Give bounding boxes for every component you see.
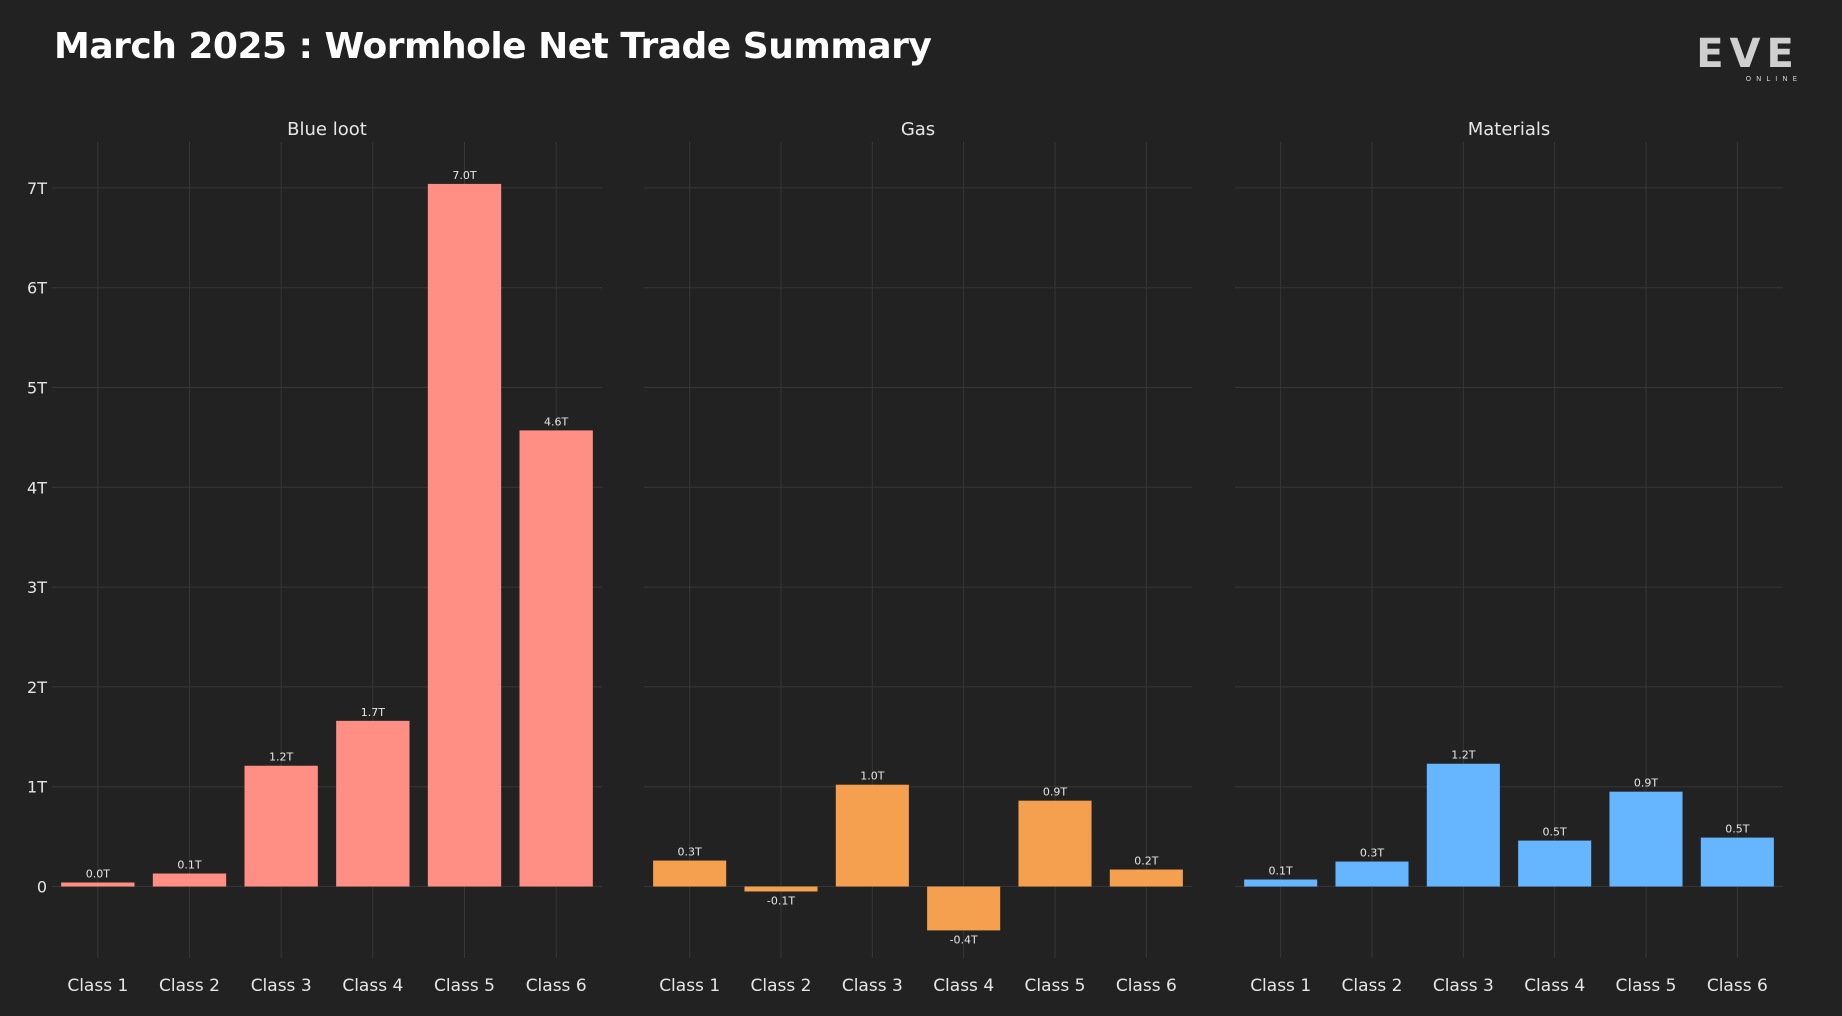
data-label: 1.7T (361, 706, 385, 719)
y-tick-label: 6T (27, 279, 47, 298)
data-label: 0.2T (1134, 855, 1158, 868)
y-tick-label: 4T (27, 478, 47, 497)
data-label: 0.5T (1543, 826, 1567, 839)
bar (1700, 837, 1774, 887)
y-tick-label: 5T (27, 379, 47, 398)
x-tick-label: Class 5 (1616, 976, 1677, 996)
chart-panel-3: Materials 0.1T Class 1 0.3T Class 2 1.2T Class… (1235, 119, 1783, 996)
x-tick-label: Class 2 (1342, 976, 1403, 996)
data-label: 1.0T (860, 770, 884, 783)
data-label: 0.9T (1634, 777, 1658, 790)
bar (519, 430, 593, 887)
data-label: -0.4T (950, 933, 978, 946)
data-label: 0.1T (177, 859, 201, 872)
x-tick-label: Class 5 (1025, 976, 1086, 996)
x-tick-label: Class 4 (933, 976, 994, 996)
data-label: 7.0T (452, 169, 476, 182)
bar (1518, 840, 1592, 887)
data-label: 0.1T (1269, 865, 1293, 878)
data-label: 0.3T (678, 846, 702, 859)
y-tick-label: 1T (27, 778, 47, 797)
data-label: 1.2T (1451, 749, 1475, 762)
data-label: -0.1T (767, 894, 795, 907)
data-label: 0.5T (1725, 823, 1749, 836)
x-tick-label: Class 2 (751, 976, 812, 996)
x-tick-label: Class 2 (159, 976, 220, 996)
bar (152, 873, 227, 887)
panel-title: Gas (901, 119, 935, 140)
chart-panel-2: Gas 0.3T Class 1 -0.1T Class 2 1.0T Class 3 -0.… (644, 119, 1192, 996)
bar (61, 882, 135, 887)
bar (835, 784, 909, 887)
y-tick-label: 3T (27, 578, 47, 597)
x-tick-label: Class 4 (1524, 976, 1585, 996)
y-tick-label: 0 (37, 878, 47, 897)
x-tick-label: Class 6 (1707, 976, 1768, 996)
y-tick-label: 2T (27, 678, 47, 697)
x-tick-label: Class 3 (1433, 976, 1494, 996)
bar (1109, 869, 1183, 887)
x-tick-label: Class 3 (842, 976, 903, 996)
x-tick-label: Class 1 (1250, 976, 1311, 996)
data-label: 1.2T (269, 751, 293, 764)
y-tick-label: 7T (27, 179, 47, 198)
data-label: 4.6T (544, 415, 568, 428)
x-tick-label: Class 3 (251, 976, 312, 996)
bar (1244, 879, 1318, 887)
bar (427, 183, 502, 887)
panel-title: Materials (1468, 119, 1551, 140)
bar (336, 720, 410, 887)
x-tick-label: Class 6 (526, 976, 587, 996)
logo-wordmark: EVE (1696, 31, 1800, 77)
data-label: 0.0T (86, 868, 110, 881)
x-tick-label: Class 1 (67, 976, 128, 996)
bar (1426, 763, 1500, 887)
x-tick-label: Class 6 (1116, 976, 1177, 996)
page-title: March 2025 : Wormhole Net Trade Summary (54, 26, 932, 67)
panel-title: Blue loot (287, 119, 367, 140)
bar (927, 886, 1001, 931)
data-label: 0.3T (1360, 847, 1384, 860)
bar (244, 765, 318, 887)
x-tick-label: Class 1 (659, 976, 720, 996)
bar (1018, 800, 1092, 887)
eve-online-logo: EVE ONLINE (1694, 34, 1802, 84)
x-tick-label: Class 5 (434, 976, 495, 996)
x-tick-label: Class 4 (342, 976, 403, 996)
logo-subtext: ONLINE (1745, 75, 1802, 83)
bar (653, 860, 727, 887)
data-label: 0.9T (1043, 786, 1067, 799)
bar (1335, 861, 1409, 887)
bar (744, 886, 818, 892)
bar (1609, 791, 1683, 887)
chart-panel-1: Blue loot 0 1T 2T 3T 4T 5T 6T 7T 0.0T Class 1 0.1T C… (27, 119, 602, 996)
